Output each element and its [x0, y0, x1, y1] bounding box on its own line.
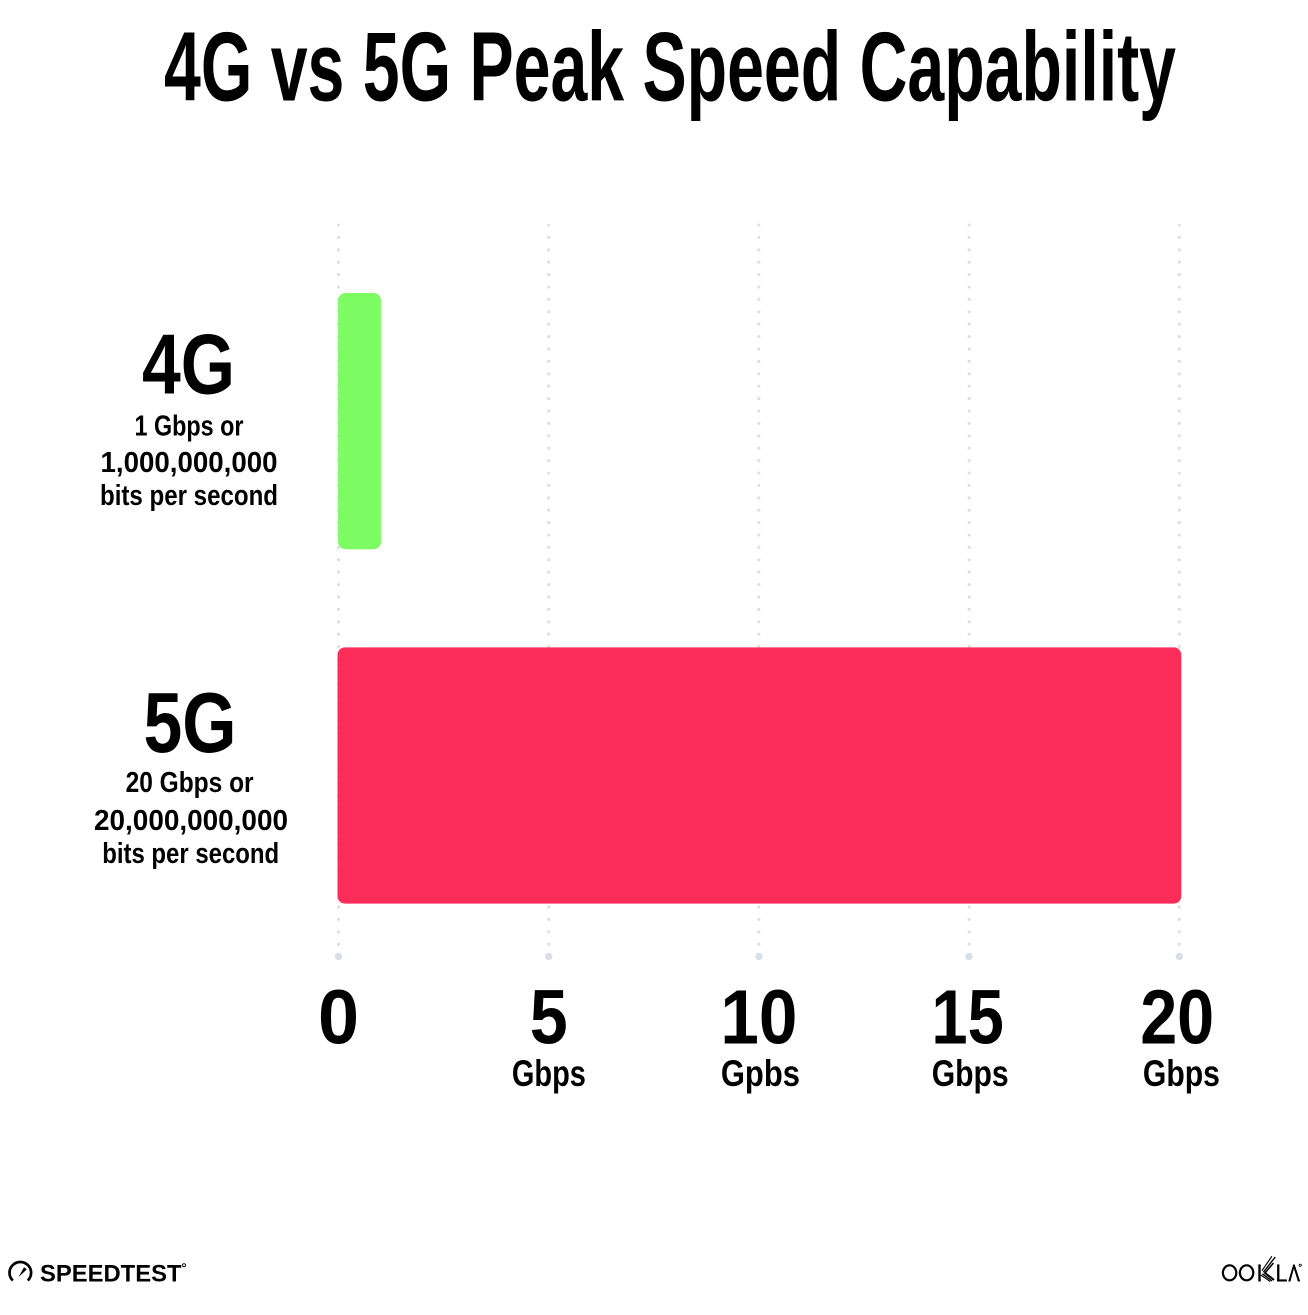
svg-text:20 Gbps or: 20 Gbps or — [126, 767, 254, 799]
svg-text:1 Gbps or: 1 Gbps or — [135, 411, 244, 443]
svg-text:Gbps: Gbps — [932, 1053, 1009, 1094]
svg-text:bits per second: bits per second — [102, 838, 279, 870]
svg-text:Gbps: Gbps — [512, 1053, 586, 1094]
svg-text:0: 0 — [318, 974, 359, 1060]
svg-text:SPEEDTEST: SPEEDTEST — [40, 1260, 182, 1287]
svg-text:Gbps: Gbps — [1143, 1053, 1220, 1094]
svg-text:4G: 4G — [142, 318, 235, 413]
svg-text:10: 10 — [720, 974, 797, 1060]
svg-text:5: 5 — [530, 974, 568, 1060]
svg-text:bits per second: bits per second — [100, 480, 278, 512]
svg-text:Gpbs: Gpbs — [721, 1053, 800, 1094]
svg-text:20,000,000,000: 20,000,000,000 — [94, 805, 288, 837]
svg-text:1,000,000,000: 1,000,000,000 — [101, 447, 278, 479]
svg-text:20: 20 — [1140, 974, 1214, 1060]
svg-text:5G: 5G — [144, 676, 237, 771]
svg-text:15: 15 — [931, 974, 1004, 1060]
svg-text:4G vs 5G Peak Speed Capability: 4G vs 5G Peak Speed Capability — [164, 11, 1176, 121]
